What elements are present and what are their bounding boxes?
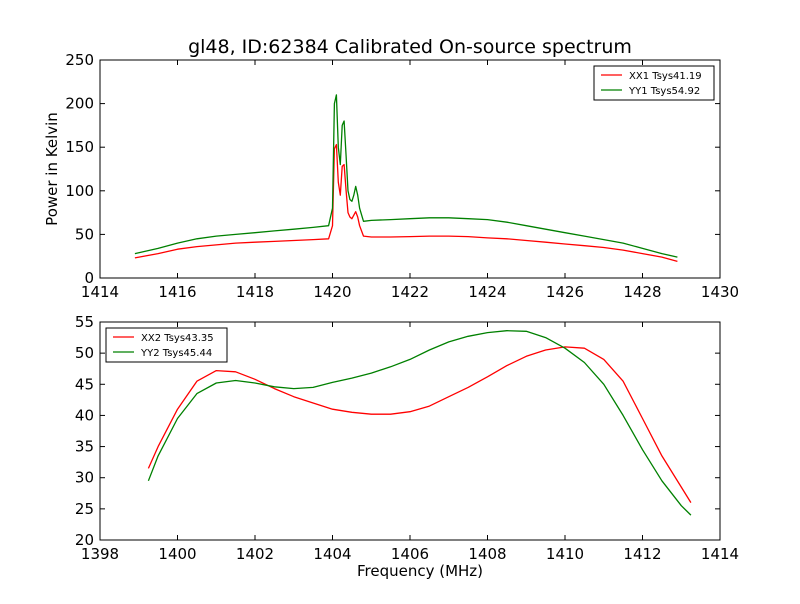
y-tick-label: 30 [75,469,94,487]
x-tick-label: 1414 [701,545,739,563]
plot-bottom: 1398 1400 1402 1404 1406 1408 1410 1412 1414 20 25… [75,313,739,580]
y-tick-label: 40 [75,406,94,424]
x-tick-label: 1418 [236,283,274,301]
x-tick-label: 1430 [701,283,739,301]
x-tick-label: 1400 [158,545,196,563]
legend-box [105,327,228,363]
x-tick-label: 1426 [546,283,584,301]
x-tick-label: 1406 [391,545,429,563]
y-tick-label: 150 [65,138,94,156]
x-tick-label: 1404 [313,545,351,563]
series-line-1 [147,346,692,503]
x-tick-label: 1422 [391,283,429,301]
legend-label-1: XX2 Tsys43.35 [141,333,214,344]
y-tick-label: 25 [75,500,94,518]
series-line-2 [134,94,678,258]
legend: XX2 Tsys43.35 YY2 Tsys45.44 [105,327,228,363]
x-tick-label: 1410 [546,545,584,563]
y-tick-label: 50 [75,344,94,362]
y-axis-label: Power in Kelvin [43,112,61,226]
y-tick-label: 250 [65,51,94,69]
x-tick-label: 1402 [236,545,274,563]
x-tick-label: 1408 [468,545,506,563]
legend-label-2: YY1 Tsys54.92 [628,86,700,97]
x-tick-label: 1416 [158,283,196,301]
x-tick-label: 1398 [81,545,119,563]
x-tick-label: 1420 [313,283,351,301]
x-tick-label: 1424 [468,283,506,301]
series-line-1 [134,143,678,263]
y-tick-label: 200 [65,95,94,113]
legend: XX1 Tsys41.19 YY1 Tsys54.92 [593,65,715,101]
x-tick-label: 1412 [623,545,661,563]
y-tick-label: 20 [75,531,94,549]
x-tick-label: 1428 [623,283,661,301]
chart-title: gl48, ID:62384 Calibrated On-source spec… [188,36,632,58]
legend-label-2: YY2 Tsys45.44 [140,348,212,359]
y-tick-label: 35 [75,438,94,456]
plot-top: 1414 1416 1418 1420 1422 1424 1426 1428 1430 0 50 1… [43,51,739,301]
y-tick-label: 100 [65,182,94,200]
legend-label-1: XX1 Tsys41.19 [629,71,702,82]
y-tick-label: 55 [75,313,94,331]
y-tick-label: 0 [84,269,94,287]
y-tick-label: 45 [75,375,94,393]
series-line-2 [147,330,692,516]
x-tick-label: 1414 [81,283,119,301]
y-tick-label: 50 [75,225,94,243]
legend-box [593,65,715,101]
x-axis-label: Frequency (MHz) [357,562,483,580]
